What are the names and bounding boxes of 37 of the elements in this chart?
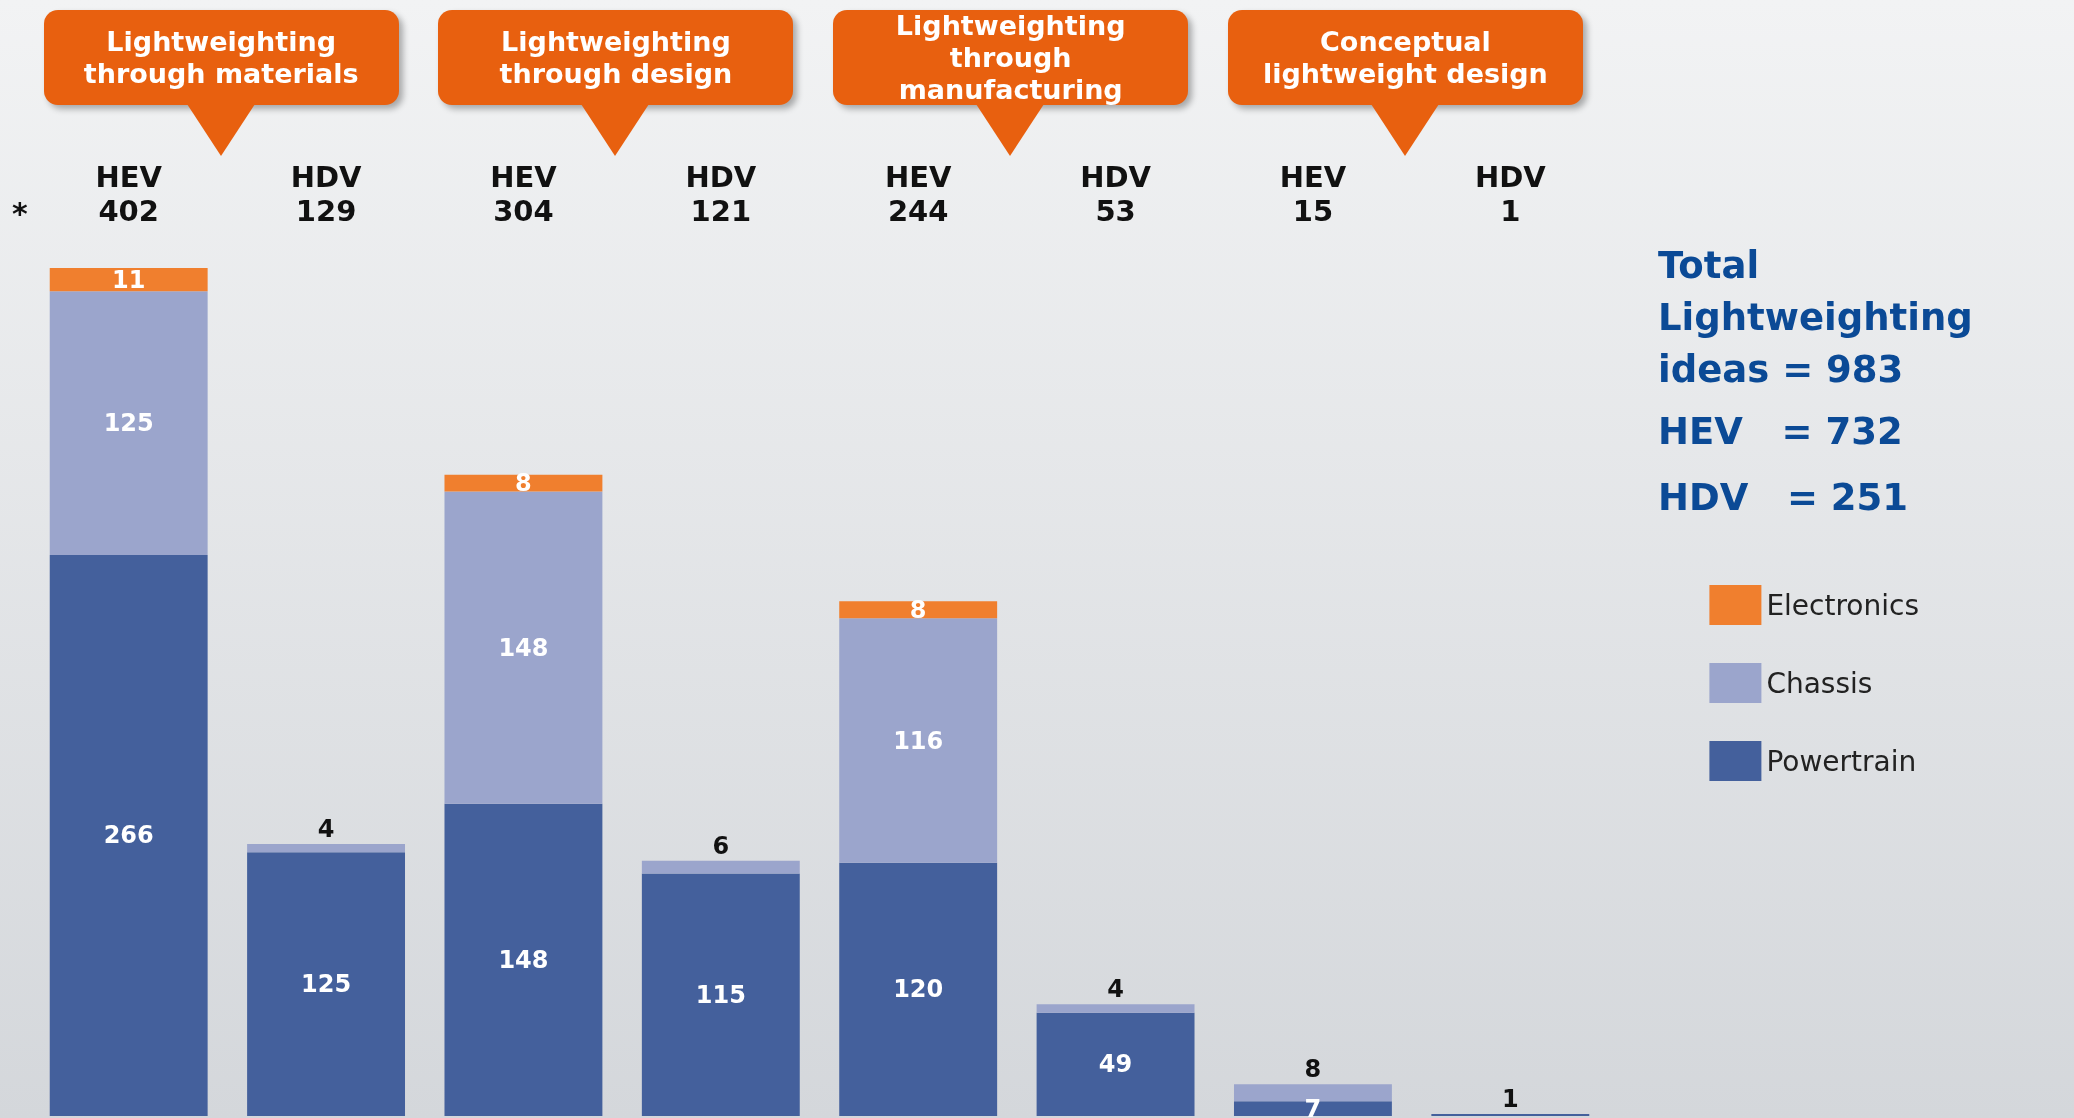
text: Total Lightweighting ideas = 983 (1658, 243, 1974, 393)
legend-label: Chassis (1766, 666, 1873, 700)
x-tick-label: HEV 15 (1279, 160, 1347, 228)
data-label: 266 (103, 821, 154, 850)
text: Lightweighting through design (438, 10, 794, 105)
data-label: 120 (893, 975, 944, 1004)
data-label: 6 (712, 831, 730, 860)
data-label: 4 (317, 814, 335, 843)
data-label: 1 (1501, 1084, 1519, 1113)
x-tick-label: HDV 129 (290, 160, 363, 228)
data-label: 115 (695, 980, 746, 1009)
text: Conceptual lightweight design (1227, 10, 1583, 105)
data-label: 8 (909, 595, 927, 624)
text: HDV = 251 (1658, 475, 1910, 521)
data-label: 11 (111, 265, 146, 294)
text: Lightweighting through materials (43, 10, 399, 105)
data-label: 7 (1304, 1094, 1322, 1118)
data-label: 8 (1304, 1055, 1322, 1084)
text: * (12, 195, 28, 233)
data-label: 4 (1107, 975, 1124, 1004)
data-label: 49 (1098, 1050, 1133, 1079)
data-label: 125 (103, 409, 154, 438)
data-label: 125 (301, 970, 352, 999)
data-label: 148 (498, 633, 549, 662)
x-tick-label: HDV 1 (1474, 160, 1547, 228)
data-label: 148 (498, 945, 549, 974)
x-tick-label: HDV 121 (685, 160, 757, 228)
x-tick-label: HEV 304 (490, 160, 558, 228)
legend-label: Powertrain (1766, 744, 1917, 778)
legend-label: Electronics (1766, 588, 1919, 622)
data-label: 116 (893, 726, 944, 755)
x-tick-label: HEV 244 (884, 160, 952, 228)
text: Lightweighting through manufacturing (833, 9, 1189, 105)
text: HEV = 732 (1658, 409, 1904, 455)
x-tick-label: HDV 53 (1080, 160, 1152, 228)
data-label: 8 (515, 469, 532, 498)
x-tick-label: HEV 402 (95, 160, 163, 228)
